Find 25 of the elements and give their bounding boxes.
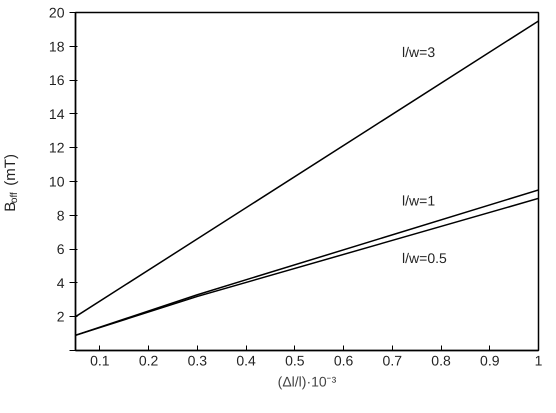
series-label: l/w=1: [402, 192, 436, 209]
x-tick-label: 0.3: [188, 352, 208, 368]
y-tick-label: 16: [48, 72, 65, 88]
y-tick-label: 8: [56, 207, 65, 224]
x-tick-label: 1: [534, 352, 543, 368]
y-tick-label: 10: [48, 174, 65, 190]
y-tick-label: 6: [56, 241, 65, 258]
x-tick-label: 0.2: [138, 352, 159, 368]
y-tick-label: 14: [48, 106, 65, 122]
x-axis-title: (Δl/l)·10⁻³: [278, 374, 337, 390]
x-tick-label: 0.8: [431, 352, 451, 368]
x-tick-label: 0.4: [236, 352, 256, 368]
x-tick-label: 0.1: [90, 352, 110, 368]
x-tick-label: 0.6: [334, 352, 354, 368]
x-tick-label: 0.9: [480, 352, 500, 368]
y-tick-label: 18: [48, 38, 65, 54]
y-tick-label: 20: [48, 4, 65, 20]
series-label: l/w=0.5: [402, 250, 447, 266]
y-axis-title: Boff(mT): [2, 154, 20, 212]
x-tick-label: 0.7: [382, 352, 402, 368]
x-tick-label: 0.5: [285, 352, 305, 368]
y-tick-label: 12: [48, 140, 65, 156]
y-tick-label: 4: [56, 274, 65, 291]
y-tick-label: 2: [56, 308, 65, 325]
series-label: l/w=3: [402, 44, 436, 60]
